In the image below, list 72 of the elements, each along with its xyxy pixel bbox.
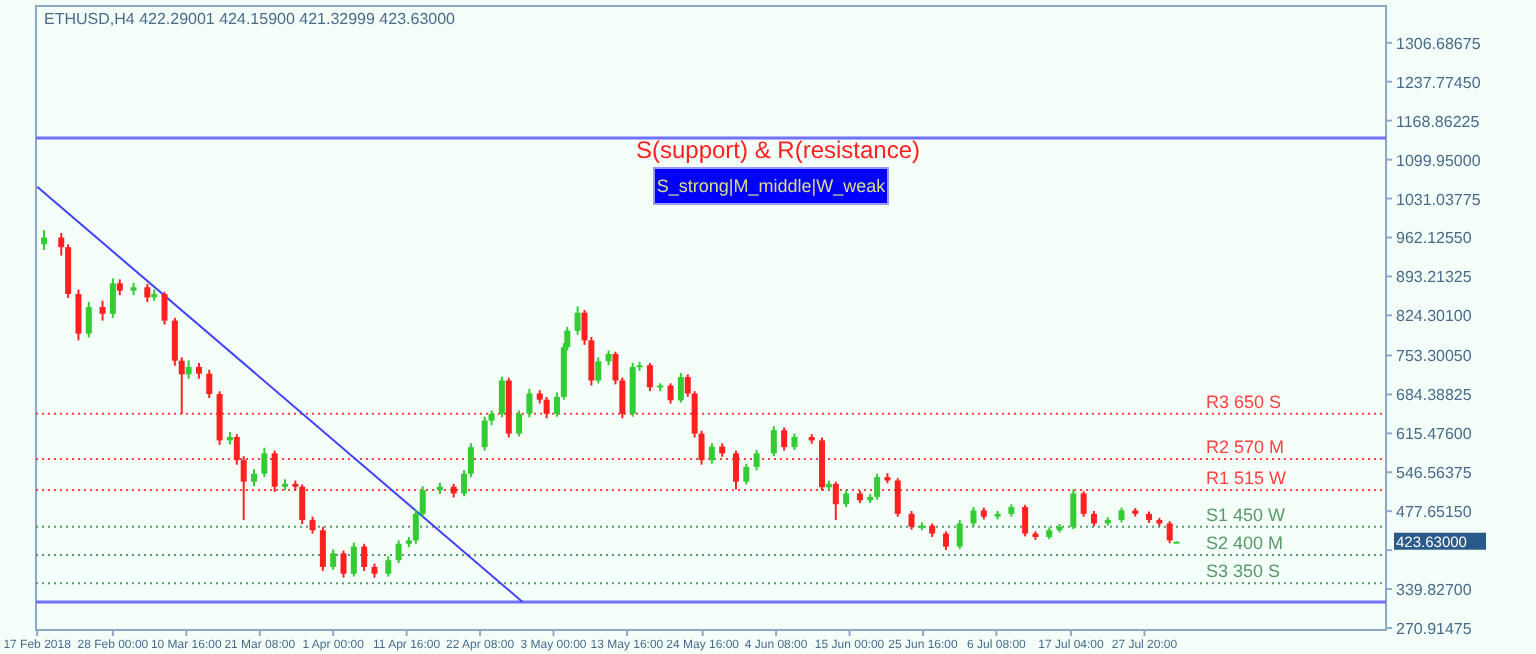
candlestick bbox=[574, 305, 581, 336]
candlestick bbox=[526, 387, 533, 419]
candlestick bbox=[481, 415, 488, 452]
candlestick bbox=[595, 356, 602, 385]
y-tick-label: 1031.03775 bbox=[1396, 190, 1482, 209]
y-tick-label: 1237.77450 bbox=[1396, 73, 1482, 92]
y-tick-label: 1306.68675 bbox=[1396, 34, 1482, 53]
ref-line-label: S3 350 S bbox=[1206, 561, 1281, 582]
chart-title: ETHUSD,H4 422.29001 424.15900 421.32999 423.63000 bbox=[44, 10, 457, 28]
ref-line-label: R2 570 M bbox=[1206, 437, 1285, 458]
ref-line-label: R1 515 W bbox=[1206, 468, 1288, 489]
candlestick bbox=[271, 449, 278, 493]
candlestick bbox=[498, 375, 505, 419]
ref-line-label: S2 400 M bbox=[1206, 533, 1284, 554]
candlestick bbox=[109, 277, 116, 319]
y-tick-label: 893.21325 bbox=[1396, 268, 1473, 287]
y-tick-label: 684.38825 bbox=[1396, 386, 1473, 405]
candlestick bbox=[753, 448, 760, 472]
candlestick bbox=[667, 382, 674, 405]
y-tick-label: 546.56375 bbox=[1396, 464, 1473, 483]
candlestick bbox=[99, 299, 106, 322]
y-tick-label: 339.82700 bbox=[1396, 581, 1473, 600]
candlestick bbox=[330, 548, 337, 571]
candlestick bbox=[708, 442, 715, 465]
candlestick bbox=[185, 359, 192, 380]
candlestick bbox=[819, 436, 826, 492]
y-tick-label: 824.30100 bbox=[1396, 307, 1473, 326]
candlestick bbox=[319, 525, 326, 572]
candlestick bbox=[216, 390, 223, 446]
y-tick-label: 753.30050 bbox=[1396, 347, 1473, 366]
candlestick bbox=[516, 409, 523, 438]
candlestick bbox=[970, 506, 977, 528]
candlestick bbox=[75, 288, 82, 342]
candlestick bbox=[874, 472, 881, 501]
y-tick-label: 1099.95000 bbox=[1396, 151, 1482, 170]
annotation: S(support) & R(resistance) bbox=[635, 136, 921, 164]
candlestick bbox=[942, 530, 949, 551]
candlestick bbox=[85, 300, 92, 339]
candlestick bbox=[261, 446, 268, 479]
candlestick bbox=[395, 539, 402, 564]
candlestick bbox=[1080, 490, 1087, 518]
annotation: S_strong|M_middle|W_weak bbox=[656, 176, 887, 196]
candlestick bbox=[1070, 488, 1077, 531]
candlestick bbox=[161, 290, 168, 326]
candlestick bbox=[299, 483, 306, 525]
ref-line-label: S1 450 W bbox=[1206, 504, 1287, 525]
y-tick-label: 962.12550 bbox=[1396, 229, 1473, 248]
candlestick bbox=[350, 541, 357, 578]
candlestick bbox=[956, 519, 963, 550]
candlestick bbox=[832, 480, 839, 522]
y-tick-label: 615.47600 bbox=[1396, 425, 1473, 444]
y-tick-label: 477.65150 bbox=[1396, 503, 1473, 522]
candlestick bbox=[206, 368, 213, 400]
ref-line-label: R3 650 S bbox=[1206, 391, 1282, 412]
candlestick bbox=[894, 477, 901, 518]
candlestick bbox=[629, 361, 636, 418]
candlestick bbox=[732, 449, 739, 491]
candlestick bbox=[646, 361, 653, 393]
candlestick bbox=[1166, 520, 1173, 545]
candlestick bbox=[361, 542, 368, 572]
candlestick bbox=[1022, 503, 1029, 538]
candlestick bbox=[340, 549, 347, 579]
candlestick bbox=[543, 395, 550, 420]
candlestick bbox=[781, 426, 788, 452]
candlestick bbox=[908, 510, 915, 531]
candlestick bbox=[677, 372, 684, 404]
candlestick bbox=[144, 282, 151, 303]
candlestick bbox=[770, 425, 777, 458]
candlestick bbox=[743, 462, 750, 486]
candlestick bbox=[385, 555, 392, 578]
y-tick-label: 1168.86225 bbox=[1396, 112, 1481, 131]
y-tick-label: 270.91475 bbox=[1396, 620, 1473, 639]
